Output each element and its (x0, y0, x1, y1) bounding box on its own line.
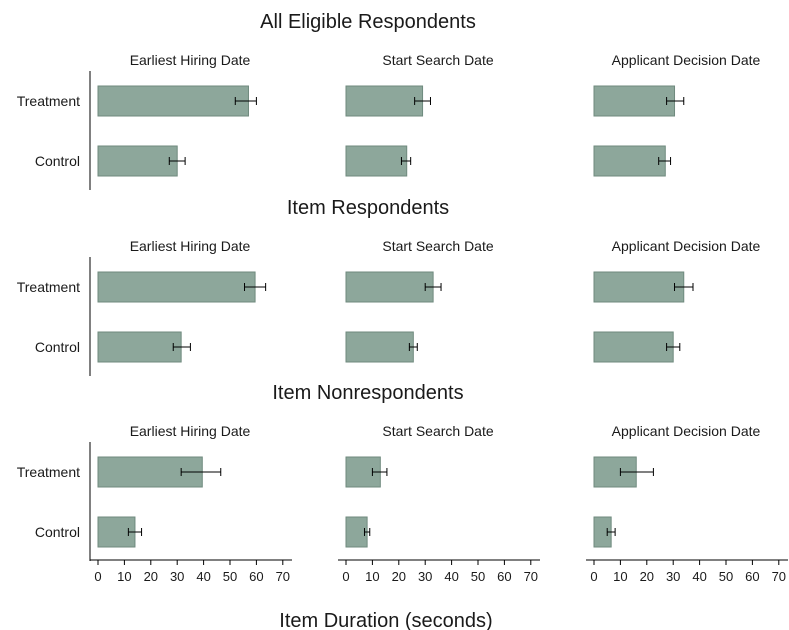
error-bar-treatment (619, 468, 654, 476)
x-tick-label: 40 (692, 569, 706, 584)
subplot-2-1: Earliest Hiring Date (97, 238, 267, 363)
category-label-treatment: Treatment (17, 464, 80, 480)
category-label-treatment: Treatment (17, 93, 80, 109)
x-tick-label: 30 (666, 569, 680, 584)
x-axis-2: 0 10 20 30 40 50 60 70 (338, 559, 540, 584)
x-tick-label: 70 (524, 569, 538, 584)
subplot-title: Start Search Date (382, 238, 493, 254)
x-tick-label: 20 (392, 569, 406, 584)
x-axis-1: 0 10 20 30 40 50 60 70 (90, 559, 292, 584)
subplot-2-3: Applicant Decision Date (593, 238, 761, 363)
x-tick-label: 40 (196, 569, 210, 584)
subplot-title: Applicant Decision Date (612, 423, 761, 439)
subplot-1-1: Earliest Hiring Date (97, 52, 257, 177)
x-tick-label: 70 (772, 569, 786, 584)
x-tick-label: 0 (94, 569, 101, 584)
x-tick-label: 50 (471, 569, 485, 584)
subplot-3-2: Start Search Date (345, 423, 494, 548)
error-bar-control (127, 528, 143, 536)
x-tick-label: 60 (745, 569, 759, 584)
subplot-title: Earliest Hiring Date (130, 52, 251, 68)
bar-treatment (97, 85, 249, 117)
bar-control (97, 331, 182, 363)
panel-3: Item Nonrespondents Treatment Control Earli… (17, 382, 761, 561)
error-bar-control (168, 157, 186, 165)
x-tick-label: 10 (365, 569, 379, 584)
category-label-control: Control (35, 524, 80, 540)
x-tick-label: 20 (144, 569, 158, 584)
x-tick-label: 50 (719, 569, 733, 584)
x-tick-label: 20 (640, 569, 654, 584)
subplot-1-2: Start Search Date (345, 52, 494, 177)
x-axis-3: 0 10 20 30 40 50 60 70 (586, 559, 788, 584)
panel-title: Item Respondents (287, 197, 449, 219)
x-tick-label: 60 (497, 569, 511, 584)
bar-control (97, 145, 178, 177)
x-tick-label: 30 (170, 569, 184, 584)
subplot-3-3: Applicant Decision Date (593, 423, 761, 548)
bar-control (345, 516, 368, 548)
bar-control (345, 145, 408, 177)
error-bar-treatment (414, 97, 431, 105)
bar-control (345, 331, 414, 363)
subplot-title: Start Search Date (382, 423, 493, 439)
bar-treatment (593, 85, 676, 117)
bar-treatment (593, 271, 685, 303)
x-tick-label: 10 (613, 569, 627, 584)
subplot-1-3: Applicant Decision Date (593, 52, 761, 177)
error-bar-treatment (424, 283, 442, 291)
x-tick-label: 10 (117, 569, 131, 584)
panel-title: All Eligible Respondents (260, 11, 476, 33)
error-bar-treatment (674, 283, 694, 291)
bar-treatment (345, 271, 434, 303)
error-bar-treatment (244, 283, 267, 291)
subplot-2-2: Start Search Date (345, 238, 494, 363)
error-bar-control (172, 343, 191, 351)
error-bar-control (363, 528, 371, 536)
error-bar-treatment (180, 468, 222, 476)
subplot-title: Earliest Hiring Date (130, 423, 251, 439)
error-bar-treatment (234, 97, 257, 105)
panel-2: Item Respondents Treatment Control Earliest… (17, 197, 761, 376)
error-bar-control (408, 343, 418, 351)
x-tick-label: 0 (590, 569, 597, 584)
bar-treatment (345, 85, 424, 117)
panel-title: Item Nonrespondents (272, 382, 463, 404)
error-bar-control (400, 157, 412, 165)
category-label-control: Control (35, 153, 80, 169)
x-tick-label: 40 (444, 569, 458, 584)
x-tick-label: 60 (249, 569, 263, 584)
subplot-3-1: Earliest Hiring Date (97, 423, 251, 548)
error-bar-control (658, 157, 672, 165)
panel-1: All Eligible Respondents Treatment Control… (17, 11, 761, 190)
error-bar-treatment (666, 97, 685, 105)
subplot-title: Earliest Hiring Date (130, 238, 251, 254)
subplot-title: Start Search Date (382, 52, 493, 68)
x-tick-label: 50 (223, 569, 237, 584)
bar-control (593, 331, 674, 363)
bar-control (97, 516, 136, 548)
category-label-treatment: Treatment (17, 279, 80, 295)
x-axis-title: Item Duration (seconds) (279, 610, 492, 630)
subplot-title: Applicant Decision Date (612, 52, 761, 68)
x-tick-label: 0 (342, 569, 349, 584)
error-bar-treatment (371, 468, 388, 476)
bar-treatment (97, 271, 256, 303)
category-label-control: Control (35, 339, 80, 355)
x-tick-label: 30 (418, 569, 432, 584)
subplot-title: Applicant Decision Date (612, 238, 761, 254)
error-bar-control (606, 528, 616, 536)
bar-control (593, 145, 666, 177)
error-bar-control (666, 343, 681, 351)
x-tick-label: 70 (276, 569, 290, 584)
